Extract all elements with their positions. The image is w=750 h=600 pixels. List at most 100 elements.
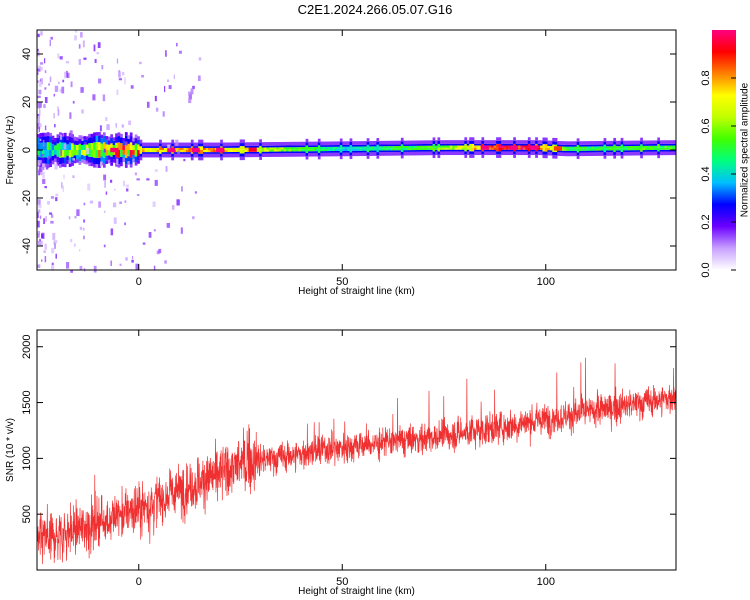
heatmap-cell-1736	[178, 50, 182, 54]
heatmap-cell-1737	[101, 64, 104, 70]
heatmap-cell-468	[227, 153, 231, 158]
heatmap-cell-1711	[176, 199, 180, 206]
heatmap-cell-1745	[173, 74, 175, 80]
heatmap-cell-1479	[637, 145, 641, 149]
heatmap-cell-1303	[566, 150, 570, 153]
heatmap-cell-1813	[125, 184, 129, 188]
heatmap-cell-1788	[125, 257, 128, 261]
heatmap-cell-722	[330, 148, 333, 152]
heatmap-cell-1293	[562, 146, 565, 149]
heatmap-cell-633	[293, 147, 297, 150]
heatmap-cell-912	[408, 151, 411, 156]
heatmap-cell-258	[142, 153, 145, 158]
heatmap-cell-49	[56, 156, 60, 163]
heatmap-cell-628	[290, 145, 294, 148]
heatmap-cell-1611	[136, 194, 140, 197]
heatmap-cell-863	[386, 140, 389, 145]
heatmap-cell-790	[356, 144, 360, 147]
heatmap-cell-1350	[586, 152, 590, 157]
heatmap-cell-1092	[481, 154, 485, 158]
heatmap-cell-41	[51, 135, 55, 140]
heatmap-cell-847	[381, 150, 385, 153]
heatmap-cell-74	[66, 150, 70, 156]
heatmap-cell-1767	[162, 111, 165, 117]
heatmap-cell-130	[88, 137, 92, 144]
heatmap-cell-91	[73, 155, 77, 160]
snr-y-tick-label-1: 1000	[21, 446, 33, 470]
heatmap-cell-1021	[452, 149, 455, 152]
heatmap-cell-1739	[38, 89, 42, 95]
heatmap-cell-72	[66, 160, 70, 164]
heatmap-cell-738	[337, 152, 341, 157]
heatmap-cell-272	[146, 150, 150, 153]
heatmap-cell-1254	[547, 151, 551, 156]
heatmap-cell-689	[315, 141, 319, 146]
heatmap-cell-970	[430, 143, 433, 146]
heatmap-cell-1667	[114, 188, 116, 191]
heatmap-cell-29	[46, 132, 50, 136]
heatmap-cell-1712	[38, 209, 41, 214]
heatmap-cell-1010	[447, 147, 451, 150]
heatmap-cell-1407	[608, 146, 612, 149]
heatmap-cell-266	[144, 150, 148, 153]
heatmap-cell-1158	[508, 151, 512, 156]
heatmap-cell-337	[173, 152, 177, 154]
heatmap-cell-1514	[652, 147, 656, 150]
heatmap-cell-917	[408, 140, 411, 145]
heatmap-cell-511	[244, 151, 248, 154]
heatmap-cell-482	[232, 149, 236, 152]
colorbar-gradient	[712, 30, 736, 270]
heatmap-cell-371	[185, 142, 189, 147]
heatmap-cell-650	[300, 149, 304, 152]
heatmap-cell-32	[49, 150, 52, 158]
heatmap-cell-761	[344, 141, 348, 145]
heatmap-cell-1174	[513, 140, 516, 144]
heatmap-cell-897	[400, 144, 404, 149]
heatmap-cell-1387	[601, 150, 604, 153]
heatmap-cell-175	[107, 155, 111, 160]
heatmap-cell-291	[154, 147, 157, 150]
heatmap-cell-117	[83, 144, 87, 150]
heatmap-cell-1383	[598, 146, 602, 149]
heatmap-cell-1447	[625, 150, 629, 152]
heatmap-cell-286	[151, 146, 155, 148]
heatmap-cell-1721	[54, 243, 56, 249]
heatmap-cell-229	[129, 157, 133, 164]
heatmap-cell-1186	[518, 143, 521, 146]
heatmap-cell-489	[234, 147, 238, 150]
heatmap-cell-588	[276, 153, 280, 157]
heatmap-cell-118	[83, 139, 87, 145]
heatmap-cell-38	[51, 150, 55, 156]
heatmap-cell-1729	[37, 128, 40, 134]
heatmap-cell-599	[278, 141, 282, 146]
heatmap-cell-887	[395, 140, 399, 145]
heatmap-cell-116	[83, 150, 87, 156]
heatmap-cell-805	[364, 150, 367, 153]
heatmap-cell-1453	[627, 150, 631, 152]
heatmap-cell-477	[229, 147, 233, 150]
heatmap-cell-992	[439, 147, 443, 150]
heatmap-cell-714	[327, 152, 331, 157]
heatmap-cell-806	[364, 148, 367, 151]
heatmap-cell-256	[139, 143, 143, 147]
heatmap-cell-726	[332, 152, 336, 157]
heatmap-cell-1798	[131, 255, 134, 260]
heatmap-cell-946	[420, 144, 424, 146]
heatmap-cell-390	[195, 153, 199, 158]
heatmap-cell-1392	[603, 155, 607, 159]
heatmap-cell-488	[234, 149, 238, 152]
heatmap-cell-1102	[483, 143, 487, 146]
heatmap-cell-164	[102, 150, 106, 158]
heatmap-cell-1436	[620, 148, 624, 152]
heatmap-cell-611	[283, 141, 287, 146]
heatmap-cell-1482	[640, 154, 643, 159]
heatmap-cell-836	[376, 148, 380, 153]
heatmap-cell-1052	[464, 147, 468, 152]
heatmap-cell-292	[154, 146, 157, 148]
heatmap-cell-1499	[645, 140, 648, 145]
heatmap-cell-900	[403, 151, 407, 156]
heatmap-cell-1382	[598, 148, 602, 151]
heatmap-cell-81	[68, 142, 72, 150]
heatmap-cell-233	[129, 132, 133, 137]
heatmap-cell-666	[308, 152, 311, 157]
